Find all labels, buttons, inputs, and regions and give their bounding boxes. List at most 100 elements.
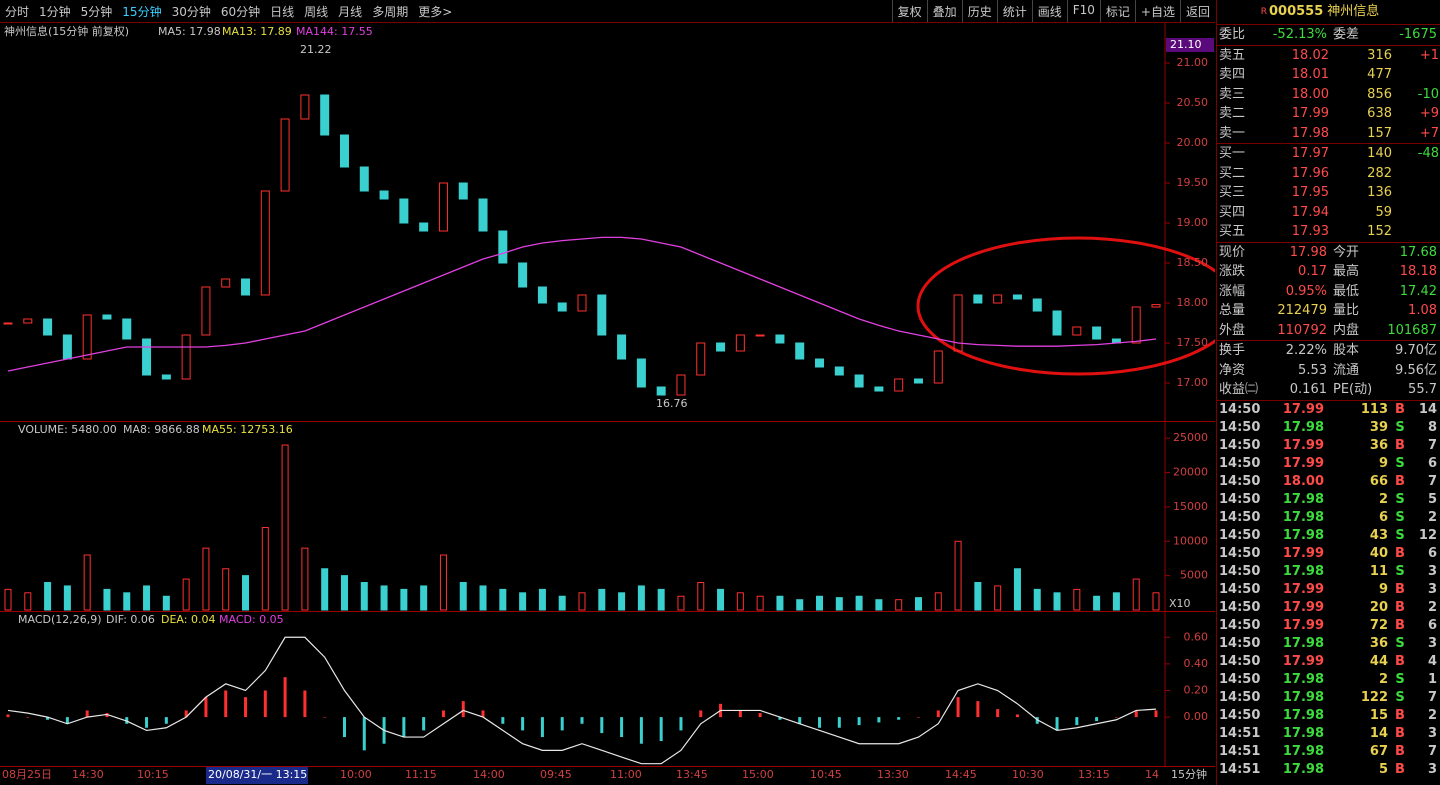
quote-cell: 净资 [1219,362,1246,378]
macd-bar [996,709,1000,718]
quote-cell: 17.98 [1282,689,1324,705]
quote-cell: B [1395,599,1405,615]
period-tab[interactable]: 30分钟 [171,5,211,19]
quote-cell: 122 [1360,689,1388,705]
tool-button[interactable]: 历史 [961,0,997,22]
volume-bar [954,540,962,611]
volume-bar [717,588,725,611]
quote-cell: B [1395,743,1405,759]
quote-rows: 委比 -52.13% 委差 -1675 卖五 18.02 316 +1 卖四 18.01 477 卖三… [1217,25,1440,779]
quote-cell: B [1395,545,1405,561]
quote-row: 14:50 17.98 122 S 7 [1217,689,1440,707]
period-tab[interactable]: 15分钟 [122,5,162,19]
period-tab[interactable]: 日线 [270,5,295,19]
quote-row: 14:50 17.99 40 B 6 [1217,545,1440,563]
period-tab[interactable]: 月线 [338,5,363,19]
quote-cell: 9.70亿 [1395,343,1437,358]
quote-row: 买三 17.95 136 [1217,183,1440,203]
y-tick-label: 0.20 [1184,683,1209,696]
macd-bar [540,717,544,738]
tool-button[interactable]: 统计 [996,0,1032,22]
macd-bar [600,717,604,734]
period-tab[interactable]: 5分钟 [80,5,113,19]
period-tab[interactable]: 更多> [418,5,453,19]
period-tab[interactable]: 周线 [304,5,329,19]
macd-bar [639,717,643,744]
volume-bar [598,588,606,611]
quote-cell: 14:50 [1219,563,1261,579]
candle [834,366,844,376]
period-tab[interactable]: 多周期 [372,5,409,19]
quote-cell: 买五 [1219,224,1246,239]
quote-cell: 股本 [1333,343,1360,358]
volume-bar [1073,588,1081,611]
quote-row: 14:50 17.99 9 B 3 [1217,581,1440,599]
period-label: 15分钟 [1171,767,1207,781]
tool-button[interactable]: 标记 [1099,0,1135,22]
candle [617,334,627,360]
candle [913,378,923,384]
candle [557,302,567,312]
ma13-label: MA13: 17.89 [222,25,292,38]
volume-bar [479,585,487,611]
y-tick-label: 19.00 [1177,216,1209,229]
quote-cell: 现价 [1219,244,1246,260]
macd-bar [263,690,267,718]
last-price-tag [1166,38,1214,52]
quote-row: 总量 212479 量比 1.08 [1217,301,1440,321]
quote-row: 外盘 110792 内盘 101687 [1217,321,1440,341]
macd-bar [798,717,802,724]
candle [973,294,983,304]
volume-bar [499,588,507,611]
quote-cell: 5 [1378,761,1388,777]
tool-button[interactable]: F10 [1066,0,1100,22]
volume-bar [242,575,250,611]
quote-cell: 11 [1369,563,1388,579]
quote-cell: 8 [1427,419,1437,435]
quote-cell: 涨幅 [1219,283,1246,299]
candle [953,294,963,352]
quote-cell: 委比 [1219,27,1246,42]
period-tab[interactable]: 60分钟 [220,5,261,19]
tool-button[interactable]: 复权 [891,0,927,22]
macd-bar [402,717,406,738]
x-tick-label: 11:15 [405,768,437,781]
y-tick-label: 5000 [1180,569,1208,582]
quote-panel: R 000555 神州信息 委比 -52.13% 委差 -1675 卖五 18.02 316… [1216,0,1440,785]
quote-cell: 12 [1418,527,1437,543]
quote-cell: 72 [1369,617,1388,633]
candle [1092,326,1102,340]
macd-bar [323,717,327,718]
volume-bar [202,547,210,611]
quote-row: 14:51 17.98 5 B 3 [1217,761,1440,779]
tool-button[interactable]: +自选 [1134,0,1180,22]
volume-bar [281,444,289,611]
macd-bar [916,717,920,718]
y-tick-label: 0.60 [1184,630,1209,643]
volume-bar [123,592,131,611]
quote-cell: 18.01 [1291,67,1329,82]
volume-bar [1053,592,1061,611]
quote-cell: 6 [1427,455,1437,471]
quote-cell: 1.08 [1408,303,1437,318]
quote-cell: 14 [1369,725,1388,741]
tool-button[interactable]: 叠加 [926,0,962,22]
volume-bar [321,568,329,611]
quote-cell: 17.99 [1282,455,1324,471]
tool-button[interactable]: 返回 [1179,0,1215,22]
quote-cell: -48 [1417,146,1439,161]
period-tab[interactable]: 分时 [5,5,30,19]
volume-bar [83,554,91,611]
tool-button[interactable]: 画线 [1031,0,1067,22]
quote-cell: 最低 [1333,283,1360,299]
period-tab[interactable]: 1分钟 [39,5,71,19]
macd-bar [244,697,248,718]
quote-cell: S [1395,563,1405,579]
quote-row: 14:50 17.98 2 S 1 [1217,671,1440,689]
macd-bar [620,717,624,738]
quote-cell: 买三 [1219,185,1246,200]
quote-cell: 7 [1427,689,1437,705]
x-tick-label: 14:00 [473,768,505,781]
macd-bar [342,717,346,738]
